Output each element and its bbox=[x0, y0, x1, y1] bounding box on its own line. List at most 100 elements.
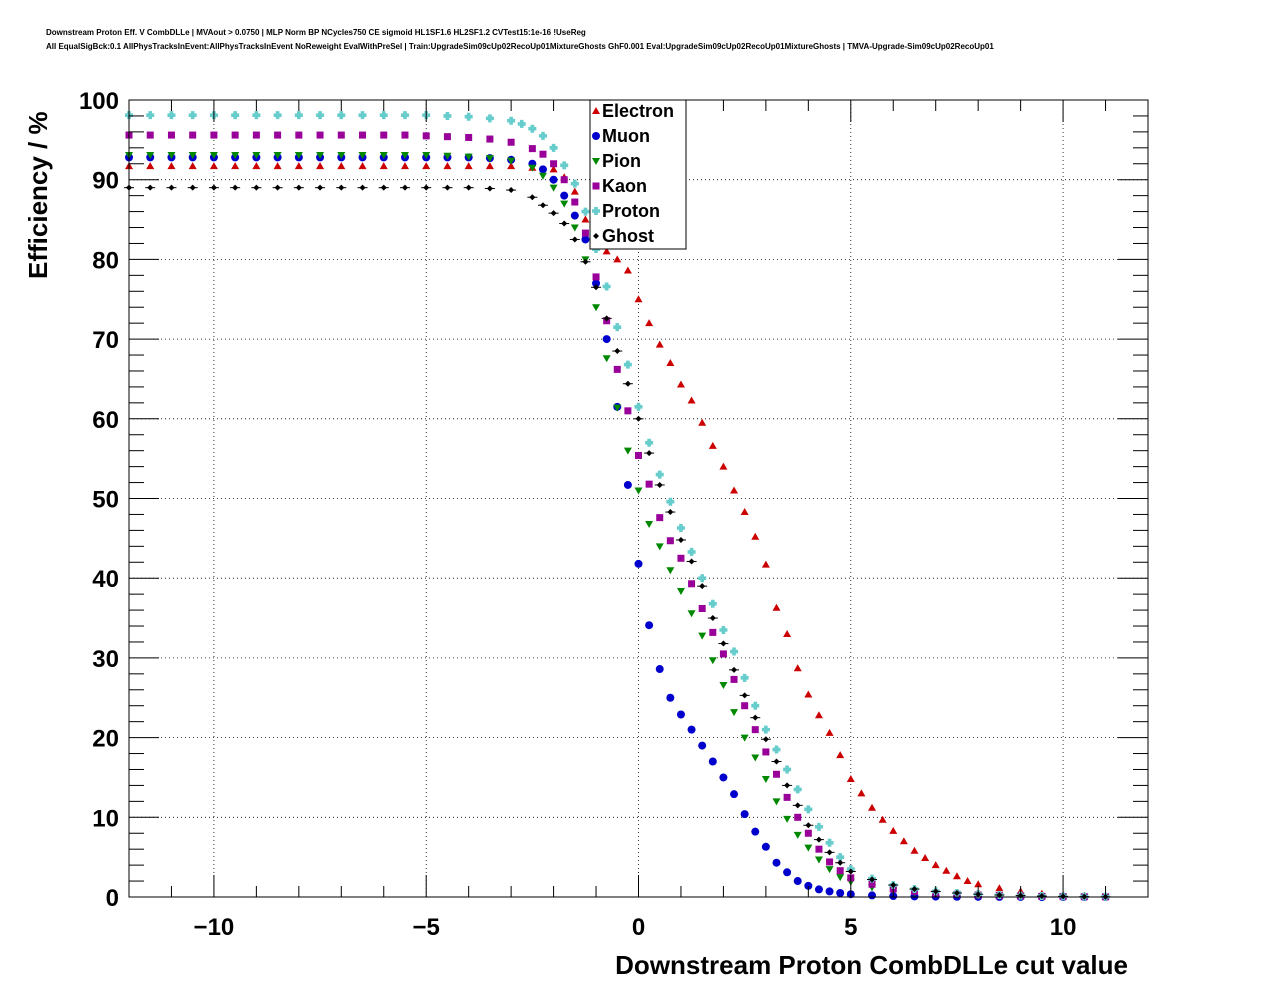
kaon-point bbox=[422, 132, 430, 140]
ghost-point bbox=[656, 481, 663, 488]
y-tick-label: 40 bbox=[92, 566, 119, 593]
ghost-point bbox=[646, 450, 653, 457]
pion-point bbox=[772, 798, 781, 806]
electron-point bbox=[931, 861, 940, 869]
ghost-point bbox=[847, 868, 854, 875]
electron-point bbox=[581, 215, 590, 223]
electron-point bbox=[655, 340, 664, 348]
pion-point bbox=[464, 153, 473, 161]
ghost-point bbox=[699, 583, 706, 590]
pion-point bbox=[570, 224, 579, 232]
electron-point bbox=[974, 880, 983, 888]
proton-point bbox=[538, 131, 547, 140]
muon-point bbox=[836, 889, 845, 898]
muon-point bbox=[592, 279, 601, 288]
muon-point bbox=[538, 165, 547, 174]
pion-point bbox=[560, 200, 569, 208]
ghost-point bbox=[635, 415, 642, 422]
muon-point bbox=[549, 175, 558, 184]
proton-point bbox=[793, 785, 802, 794]
electron-point bbox=[188, 162, 197, 170]
pion-point bbox=[422, 151, 431, 159]
ghost-point bbox=[837, 859, 844, 866]
electron-point bbox=[613, 255, 622, 263]
electron-point bbox=[294, 162, 303, 170]
kaon-point bbox=[539, 150, 547, 158]
kaon-point bbox=[486, 135, 494, 143]
electron-point bbox=[910, 846, 919, 854]
pion-point bbox=[209, 151, 218, 159]
electron-point bbox=[358, 162, 367, 170]
muon-point bbox=[602, 335, 611, 344]
muon-point bbox=[761, 842, 770, 851]
proton-point bbox=[252, 111, 261, 120]
kaon-point bbox=[698, 604, 706, 612]
pion-point bbox=[634, 487, 643, 495]
muon-point bbox=[698, 741, 707, 750]
y-tick-label: 100 bbox=[79, 88, 119, 115]
x-tick-label: −5 bbox=[413, 914, 440, 941]
pion-point bbox=[613, 404, 622, 412]
electron-point bbox=[878, 815, 887, 823]
y-tick-label: 90 bbox=[92, 168, 119, 195]
y-tick-label: 30 bbox=[92, 646, 119, 673]
kaon-point bbox=[189, 131, 197, 139]
kaon-point bbox=[677, 554, 685, 562]
electron-point bbox=[273, 162, 282, 170]
kaon-point bbox=[826, 858, 834, 866]
ghost-point bbox=[550, 210, 557, 217]
muon-point bbox=[570, 211, 579, 220]
proton-point bbox=[655, 470, 664, 479]
header-line-1: Downstream Proton Eff. V CombDLLe | MVAo… bbox=[46, 28, 586, 37]
proton-point bbox=[634, 402, 643, 411]
ghost-point bbox=[274, 184, 281, 191]
pion-point bbox=[730, 709, 739, 717]
legend: Electron Muon Pion Kaon Proton Ghost bbox=[589, 99, 687, 250]
y-axis-title: Efficiency / % bbox=[23, 111, 53, 279]
kaon-point bbox=[571, 198, 579, 206]
y-tick-label: 80 bbox=[92, 247, 119, 274]
legend-marker-proton bbox=[592, 207, 600, 215]
proton-point bbox=[337, 111, 346, 120]
x-tick-label: 5 bbox=[844, 914, 857, 941]
ghost-point bbox=[529, 194, 536, 201]
electron-point bbox=[252, 162, 261, 170]
electron-point bbox=[337, 162, 346, 170]
electron-point bbox=[316, 162, 325, 170]
proton-point bbox=[507, 116, 516, 125]
ghost-point bbox=[762, 736, 769, 743]
proton-point bbox=[231, 111, 240, 120]
y-tick-label: 0 bbox=[106, 885, 119, 912]
pion-point bbox=[252, 151, 261, 159]
muon-point bbox=[623, 480, 632, 489]
pion-point bbox=[507, 157, 516, 165]
ghost-point bbox=[147, 184, 154, 191]
electron-point bbox=[783, 629, 792, 637]
pion-point bbox=[719, 681, 728, 689]
proton-point bbox=[804, 805, 813, 814]
electron-point bbox=[836, 751, 845, 759]
ghost-point bbox=[444, 184, 451, 191]
proton-point bbox=[188, 111, 197, 120]
muon-point bbox=[772, 858, 781, 867]
legend-marker-pion bbox=[592, 158, 600, 165]
legend-label-proton: Proton bbox=[602, 201, 660, 221]
proton-point bbox=[836, 853, 845, 862]
ghost-point bbox=[603, 315, 610, 322]
muon-point bbox=[804, 881, 813, 890]
pion-point bbox=[400, 151, 409, 159]
electron-point bbox=[422, 162, 431, 170]
electron-point bbox=[804, 690, 813, 698]
pion-point bbox=[592, 304, 601, 312]
pion-point bbox=[231, 151, 240, 159]
muon-point bbox=[730, 790, 739, 799]
electron-point bbox=[793, 664, 802, 672]
muon-point bbox=[581, 235, 590, 244]
electron-point bbox=[921, 853, 930, 861]
proton-point bbox=[358, 111, 367, 120]
proton-point bbox=[687, 547, 696, 556]
muon-point bbox=[719, 773, 728, 782]
pion-point bbox=[687, 610, 696, 618]
pion-point bbox=[708, 657, 717, 665]
ghost-point bbox=[784, 782, 791, 789]
